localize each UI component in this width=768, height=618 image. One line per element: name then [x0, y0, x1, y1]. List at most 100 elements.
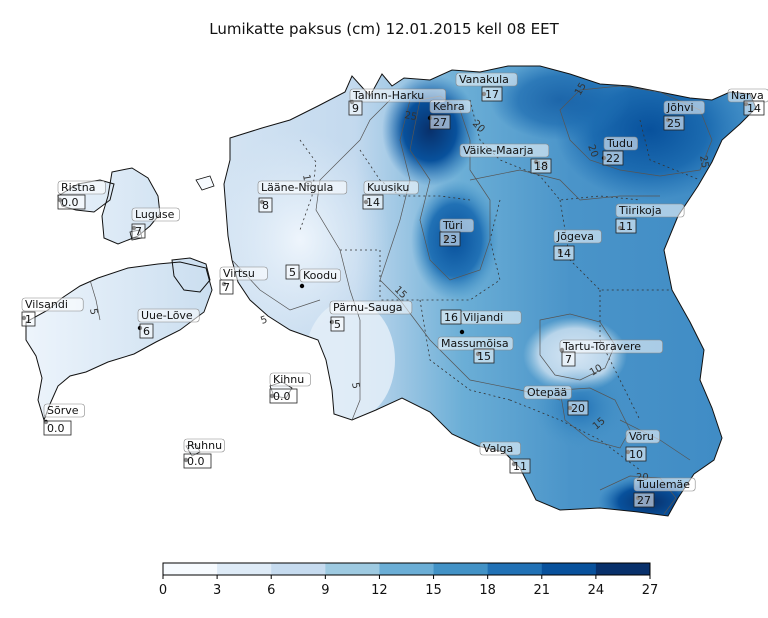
station-value: 0.0: [187, 455, 205, 468]
station-name: Sõrve: [47, 404, 79, 417]
station-value: 1: [25, 313, 32, 326]
station-value: 16: [444, 311, 458, 324]
station-name-box: [615, 203, 685, 218]
station: Vanakula 17: [455, 72, 518, 102]
colorbar-tick-label: 24: [588, 583, 605, 598]
station-value: 27: [433, 116, 447, 129]
station-name-box: [553, 229, 602, 244]
stations-layer: Tallinn-Harku9Vanakula17Kehra27Narva14Jõ…: [21, 72, 768, 508]
station-value: 25: [667, 117, 681, 130]
station-name-box: [459, 143, 550, 158]
station-name: Tallinn-Harku: [352, 89, 424, 102]
station-value-box: [183, 453, 212, 469]
station-value: 0.0: [47, 422, 65, 435]
station-value: 8: [262, 199, 269, 212]
station-value: 23: [443, 233, 457, 246]
station-value: 17: [485, 88, 499, 101]
station-name-box: [429, 99, 471, 114]
station-value-box: [509, 458, 531, 474]
station-name: Massumõisa: [441, 337, 509, 350]
station: Otepää 20: [523, 385, 589, 416]
colorbar-segment: [271, 563, 326, 575]
station-value-box: [481, 86, 503, 102]
station-value: 14: [557, 247, 571, 260]
map-title: Lumikatte paksus (cm) 12.01.2015 kell 08…: [209, 20, 559, 38]
contour-label: 20: [636, 472, 649, 483]
colorbar-tick-label: 6: [267, 583, 275, 598]
colorbar: 0 3 6 9 12 15 18 21 24 27: [159, 562, 658, 598]
station-value: 0.0: [273, 390, 291, 403]
station-value-box: [348, 100, 363, 116]
station: Kehra 27: [427, 99, 471, 130]
contour-label: 5: [259, 314, 269, 327]
station-value: 14: [747, 102, 761, 115]
station: Lääne-Nigula 8: [257, 180, 348, 213]
islands-fill: [26, 168, 212, 420]
colorbar-tick-label: 18: [479, 583, 496, 598]
station-name: Ristna: [61, 181, 95, 194]
station-name: Kuusiku: [367, 181, 409, 194]
station-value-box: [439, 231, 461, 247]
station-value: 10: [629, 448, 643, 461]
station-value-box: [567, 400, 589, 416]
station-name-box: [455, 72, 518, 87]
station-name: Jõhvi: [666, 101, 694, 114]
station-name: Uue-Lõve: [141, 309, 193, 322]
station-value-box: [330, 316, 345, 332]
colorbar-segment: [541, 563, 597, 575]
station: Ruhnu 0.0: [183, 438, 225, 469]
station: Vilsandi 1: [21, 297, 84, 327]
station: Sõrve 0.0: [43, 403, 85, 436]
station-name: Narva: [731, 89, 764, 102]
station: Tiirikoja 11: [615, 203, 685, 234]
contour-label: 5: [349, 382, 361, 390]
station-name-box: [625, 429, 660, 444]
station-name-box: [257, 180, 348, 195]
station-name-box: [269, 372, 311, 387]
station-value-box: [219, 279, 234, 295]
station: Pärnu-Sauga 5: [329, 300, 413, 332]
station-value: 27: [637, 494, 651, 507]
station-value-box: [633, 492, 655, 508]
colorbar-segment: [217, 563, 272, 575]
station-name: Jõgeva: [556, 230, 594, 243]
station-value-box: [553, 245, 575, 261]
station-name-box: [131, 207, 180, 222]
colorbar-segment: [325, 563, 380, 575]
station-name: Ruhnu: [187, 439, 222, 452]
station: Tudu 22: [601, 136, 638, 166]
station-name-box: [479, 441, 521, 456]
station-name-box: [633, 477, 696, 492]
station-value: 6: [143, 325, 150, 338]
colorbar-tick-label: 0: [159, 583, 167, 598]
colorbar-tick-label: 3: [213, 583, 221, 598]
station-name-box: [559, 339, 663, 354]
station-name: Lääne-Nigula: [261, 181, 333, 194]
station-name: Viljandi: [463, 311, 503, 324]
station-name: Väike-Maarja: [463, 144, 533, 157]
station-name-box: [57, 180, 106, 195]
station-value-box: [429, 114, 451, 130]
station-value: 5: [334, 318, 341, 331]
station-name-box: [183, 438, 225, 453]
colorbar-segment: [595, 563, 651, 575]
station-value: 11: [513, 460, 527, 473]
station: Viljandi 16: [440, 309, 522, 335]
station-name: Tiirikoja: [618, 204, 662, 217]
station-value: 22: [606, 152, 620, 165]
station: Tuulemäe 27: [633, 477, 696, 508]
station-value: 9: [352, 102, 359, 115]
contour-lines-islands: [89, 279, 101, 321]
station-value: 5: [289, 266, 296, 279]
station-value: 14: [366, 196, 380, 209]
station-name: Otepää: [527, 386, 567, 399]
station-name-box: [363, 180, 419, 195]
station-dot: [459, 329, 465, 335]
station: Võru 10: [625, 429, 660, 462]
